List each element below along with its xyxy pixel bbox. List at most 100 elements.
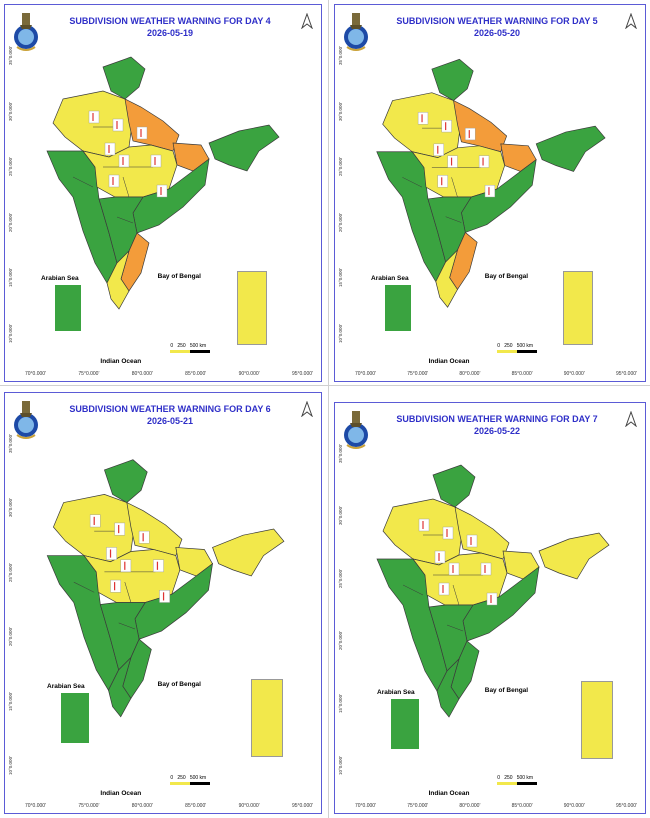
scale-mid: 250 <box>504 775 513 781</box>
legend-box <box>61 693 89 743</box>
subdivision-line <box>446 624 464 632</box>
thermometer-icon <box>418 518 430 532</box>
subdivision-line <box>402 177 423 188</box>
x-tick-label: 95°0.000' <box>291 371 313 377</box>
subdivision-line <box>118 622 136 630</box>
y-tick-label: 15°0.000' <box>8 691 13 711</box>
andaman-islands-inset <box>237 271 267 345</box>
y-tick-label: 20°0.000' <box>8 212 13 232</box>
arabian-sea-label: Arabian Sea <box>47 683 85 690</box>
region-ne <box>535 125 606 172</box>
andaman-islands-inset <box>581 681 613 759</box>
thermometer-icon <box>480 562 492 576</box>
region-jk <box>432 464 476 508</box>
panel-divider-horizontal <box>0 385 650 386</box>
x-tick-label: 70°0.000' <box>25 803 47 809</box>
x-tick-label: 70°0.000' <box>355 371 377 377</box>
subdivision-line <box>402 584 424 596</box>
x-tick-label: 90°0.000' <box>563 371 585 377</box>
thermometer-icon <box>104 142 116 156</box>
scale-end: 500 km <box>189 775 207 781</box>
y-tick-label: 30°0.000' <box>338 101 343 121</box>
map-title: SUBDIVISION WEATHER WARNING FOR DAY 7 20… <box>375 413 619 437</box>
map-title-text: SUBDIVISION WEATHER WARNING FOR DAY 4 <box>69 16 271 26</box>
y-tick-label: 25°0.000' <box>338 568 343 588</box>
north-arrow-icon <box>301 13 313 29</box>
map-title: SUBDIVISION WEATHER WARNING FOR DAY 4 20… <box>45 15 295 39</box>
y-tick-label: 35°0.000' <box>8 434 13 453</box>
thermometer-icon <box>438 582 450 596</box>
scale-bar: 0 250 500 km <box>497 343 538 353</box>
thermometer-icon <box>437 175 448 188</box>
y-tick-label: 15°0.000' <box>338 693 343 713</box>
thermometer-icon <box>89 514 101 528</box>
indian-ocean-label: Indian Ocean <box>100 358 142 365</box>
thermometer-icon <box>138 530 150 544</box>
indian-ocean-label: Indian Ocean <box>428 790 470 797</box>
x-tick-label: 70°0.000' <box>25 371 47 377</box>
x-tick-label: 80°0.000' <box>131 803 153 809</box>
region-ne <box>208 124 280 172</box>
y-tick-label: 20°0.000' <box>338 631 343 651</box>
y-tick-label: 15°0.000' <box>8 268 13 288</box>
subdivision-line <box>124 582 132 603</box>
region-jk <box>103 459 148 503</box>
thermometer-icon <box>108 174 120 188</box>
arabian-sea-label: Arabian Sea <box>41 275 79 282</box>
india-map <box>46 459 285 718</box>
x-tick-labels: 70°0.000' 75°0.000' 80°0.000' 85°0.000' 90°0… <box>25 371 313 377</box>
legend-box <box>391 699 419 749</box>
imd-emblem-icon <box>14 401 38 439</box>
thermometer-icon <box>118 154 130 168</box>
scale-zero: 0 <box>170 775 174 781</box>
region-kerala <box>108 656 132 718</box>
x-tick-label: 80°0.000' <box>131 371 153 377</box>
map-date: 2026-05-21 <box>146 416 194 426</box>
y-tick-label: 35°0.000' <box>338 46 343 65</box>
thermometer-icon <box>88 110 100 124</box>
region-up <box>126 501 183 557</box>
north-arrow-icon <box>625 13 637 29</box>
y-tick-label: 10°0.000' <box>8 756 13 775</box>
map-date: 2026-05-19 <box>146 28 194 38</box>
thermometer-icon <box>484 184 496 198</box>
thermometer-icon <box>465 127 476 141</box>
scale-end: 500 km <box>189 343 207 349</box>
indian-ocean-label: Indian Ocean <box>428 358 470 365</box>
y-tick-label: 20°0.000' <box>338 212 343 232</box>
panel-divider-vertical <box>328 0 329 818</box>
subdivision-line <box>116 216 134 224</box>
arabian-sea-label: Arabian Sea <box>377 689 415 696</box>
y-tick-label: 25°0.000' <box>8 157 13 177</box>
subdivision-line <box>445 216 462 223</box>
region-ne <box>212 528 285 577</box>
thermometer-icon <box>417 112 429 125</box>
thermometer-icon <box>159 590 170 603</box>
indian-ocean-label: Indian Ocean <box>100 790 142 797</box>
x-tick-label: 85°0.000' <box>511 371 533 377</box>
x-tick-label: 85°0.000' <box>185 803 207 809</box>
subdivision-line <box>73 581 95 593</box>
bay-of-bengal-label: Bay of Bengal <box>157 273 201 280</box>
thermometer-icon <box>433 143 444 156</box>
x-tick-label: 70°0.000' <box>355 803 377 809</box>
region-kerala <box>436 657 460 718</box>
x-tick-label: 85°0.000' <box>511 803 533 809</box>
thermometer-icon <box>441 120 452 133</box>
y-tick-label: 30°0.000' <box>338 506 343 526</box>
bay-of-bengal-label: Bay of Bengal <box>157 681 201 688</box>
x-tick-label: 90°0.000' <box>238 803 260 809</box>
thermometer-icon <box>448 562 460 576</box>
map-title: SUBDIVISION WEATHER WARNING FOR DAY 5 20… <box>375 15 619 39</box>
subdivision-line <box>451 177 458 198</box>
x-tick-label: 80°0.000' <box>459 371 481 377</box>
scale-bar: 0 250 500 km <box>170 343 211 353</box>
x-tick-label: 75°0.000' <box>407 371 429 377</box>
scale-end: 500 km <box>516 775 534 781</box>
y-tick-label: 25°0.000' <box>338 157 343 177</box>
x-tick-label: 80°0.000' <box>459 803 481 809</box>
north-arrow-icon <box>625 411 637 427</box>
scale-zero: 0 <box>170 343 174 349</box>
subdivision-line <box>452 584 460 606</box>
map-title-text: SUBDIVISION WEATHER WARNING FOR DAY 6 <box>69 404 271 414</box>
